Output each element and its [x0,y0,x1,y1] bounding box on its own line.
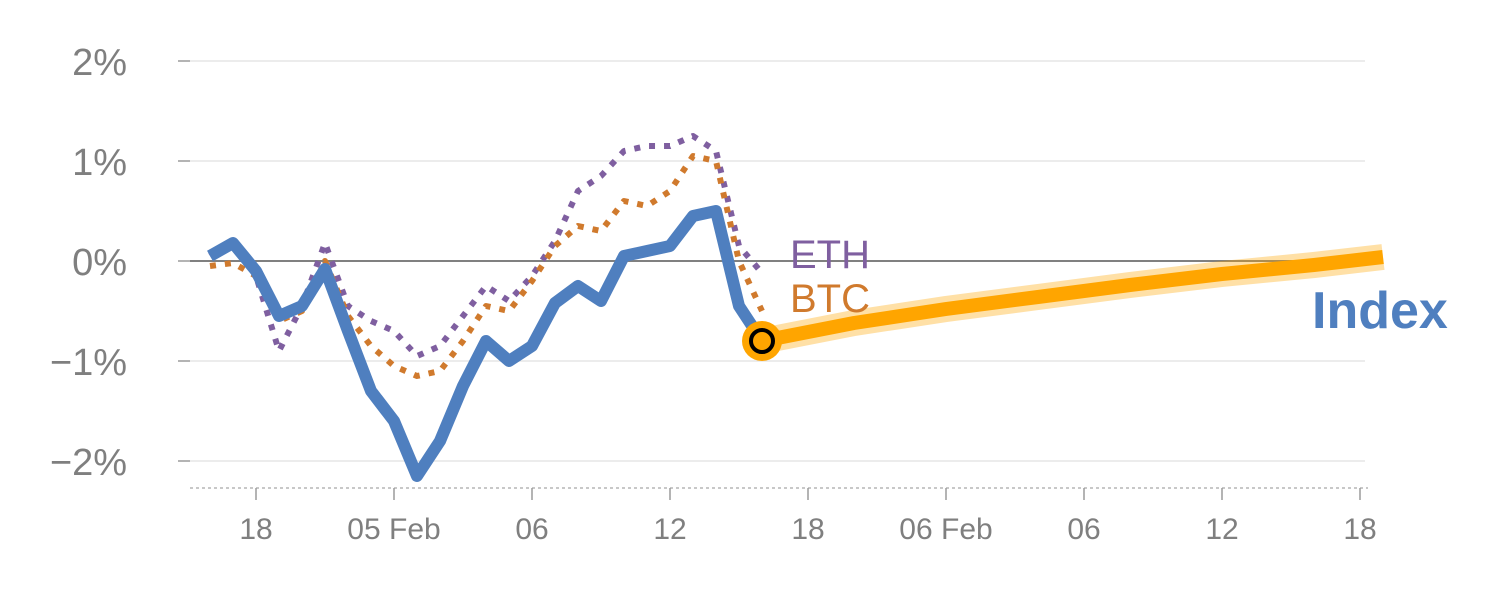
x-tick-label-8: 18 [1343,513,1376,546]
btc-label: BTC [790,277,870,321]
series [207,133,1385,482]
x-tick-label-1: 05 Feb [347,513,440,546]
y-axis-ticks: 2% 1% 0% −1% −2% [50,42,190,484]
y-tick-label-4: −2% [50,442,127,484]
x-axis-ticks: 18 05 Feb 06 12 18 06 Feb 06 12 18 [239,488,1377,546]
eth-label: ETH [790,233,870,277]
x-tick-label-6: 06 [1067,513,1100,546]
y-tick-label-2: 0% [72,242,127,284]
series-projection-line [760,250,1384,348]
y-tick-label-3: −1% [50,342,127,384]
x-tick-label-0: 18 [239,513,272,546]
marker-point [749,328,775,354]
y-tick-label-1: 1% [72,142,127,184]
x-tick-label-5: 06 Feb [899,513,992,546]
series-index-line [207,205,768,482]
marker [742,321,782,361]
x-tick-label-7: 12 [1205,513,1238,546]
x-tick-label-4: 18 [791,513,824,546]
series-eth-line [208,133,765,359]
x-tick-label-2: 06 [515,513,548,546]
y-tick-label-0: 2% [72,42,127,84]
grid-lines [190,60,1365,462]
index-label: Index [1312,282,1448,340]
x-tick-label-3: 12 [653,513,686,546]
